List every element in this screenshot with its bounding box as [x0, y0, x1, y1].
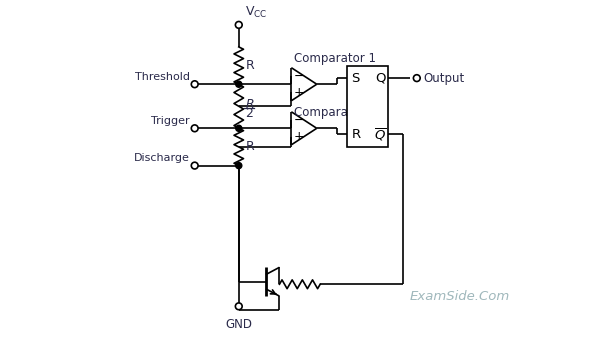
Text: R: R [246, 59, 255, 72]
Text: −: − [294, 114, 304, 127]
Text: −: − [294, 69, 304, 82]
Circle shape [235, 21, 242, 28]
Text: $\overline{Q}$: $\overline{Q}$ [374, 126, 386, 142]
Text: S: S [352, 72, 360, 85]
Text: Discharge: Discharge [134, 153, 189, 163]
Circle shape [236, 125, 242, 131]
Text: ExamSide.Com: ExamSide.Com [410, 290, 510, 303]
Circle shape [414, 75, 420, 81]
Circle shape [235, 303, 242, 310]
Text: Threshold: Threshold [134, 71, 189, 81]
Text: $\mathit{R}$: $\mathit{R}$ [245, 98, 254, 111]
Text: $\mathit{2}$: $\mathit{2}$ [245, 107, 253, 120]
Text: Comparator 2: Comparator 2 [294, 106, 376, 119]
Circle shape [191, 162, 198, 169]
Circle shape [236, 81, 242, 87]
Text: R: R [352, 128, 361, 141]
Text: Q: Q [375, 72, 385, 85]
Text: V$_\mathregular{CC}$: V$_\mathregular{CC}$ [245, 5, 267, 20]
Text: Comparator 1: Comparator 1 [294, 52, 376, 65]
Text: +: + [294, 130, 305, 143]
Text: Output: Output [423, 72, 464, 85]
Text: +: + [294, 86, 305, 99]
Circle shape [236, 162, 242, 169]
Circle shape [191, 125, 198, 132]
Text: R: R [246, 140, 255, 154]
Bar [347, 66, 388, 147]
Circle shape [191, 81, 198, 88]
Text: GND: GND [226, 318, 252, 331]
Text: Trigger: Trigger [151, 116, 189, 126]
